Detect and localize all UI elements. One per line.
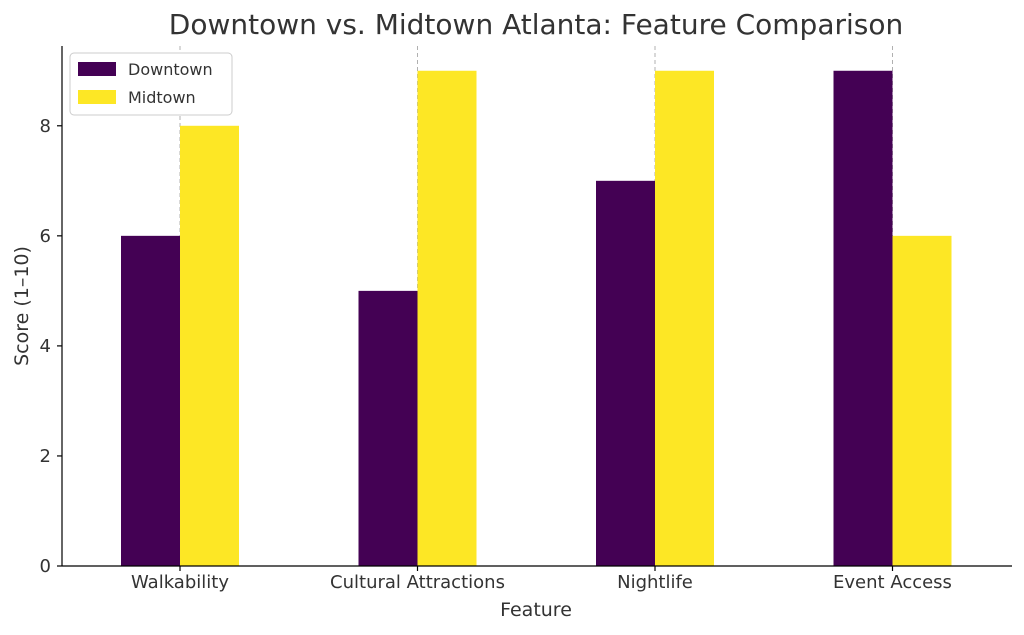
bar-downtown-nightlife bbox=[596, 180, 655, 566]
bar-midtown-walkability bbox=[180, 125, 239, 566]
bar-midtown-cultural-attractions bbox=[417, 70, 477, 566]
x-tick-label-walkability: Walkability bbox=[131, 572, 229, 593]
x-tick-label-cultural-attractions: Cultural Attractions bbox=[330, 572, 505, 593]
x-tick-label-nightlife: Nightlife bbox=[617, 572, 693, 593]
bar-midtown-nightlife bbox=[655, 70, 714, 566]
legend-swatch-midtown bbox=[78, 90, 116, 104]
bar-downtown-walkability bbox=[121, 235, 180, 567]
bar-midtown-event-access bbox=[892, 235, 952, 567]
y-tick-label-8: 8 bbox=[40, 116, 51, 137]
y-tick-label-6: 6 bbox=[40, 226, 51, 247]
y-tick-label-0: 0 bbox=[40, 556, 51, 577]
legend-label-downtown: Downtown bbox=[128, 60, 213, 79]
bar-downtown-cultural-attractions bbox=[358, 290, 418, 566]
y-tick-label-4: 4 bbox=[40, 336, 51, 357]
legend-swatch-downtown bbox=[78, 62, 116, 76]
bar-downtown-event-access bbox=[833, 70, 893, 566]
x-axis-ticks: Walkability Cultural Attractions Nightlife… bbox=[131, 566, 952, 593]
grid-lines bbox=[179, 46, 893, 566]
chart-title: Downtown vs. Midtown Atlanta: Feature Co… bbox=[169, 8, 903, 41]
x-axis-label: Feature bbox=[500, 599, 572, 621]
y-axis-ticks: 0 2 4 6 8 bbox=[40, 116, 62, 577]
y-tick-label-2: 2 bbox=[40, 446, 51, 467]
legend: Downtown Midtown bbox=[69, 52, 233, 116]
y-axis-label: Score (1–10) bbox=[11, 246, 33, 366]
bars bbox=[121, 70, 952, 567]
x-tick-label-event-access: Event Access bbox=[833, 572, 952, 593]
legend-label-midtown: Midtown bbox=[128, 88, 196, 107]
